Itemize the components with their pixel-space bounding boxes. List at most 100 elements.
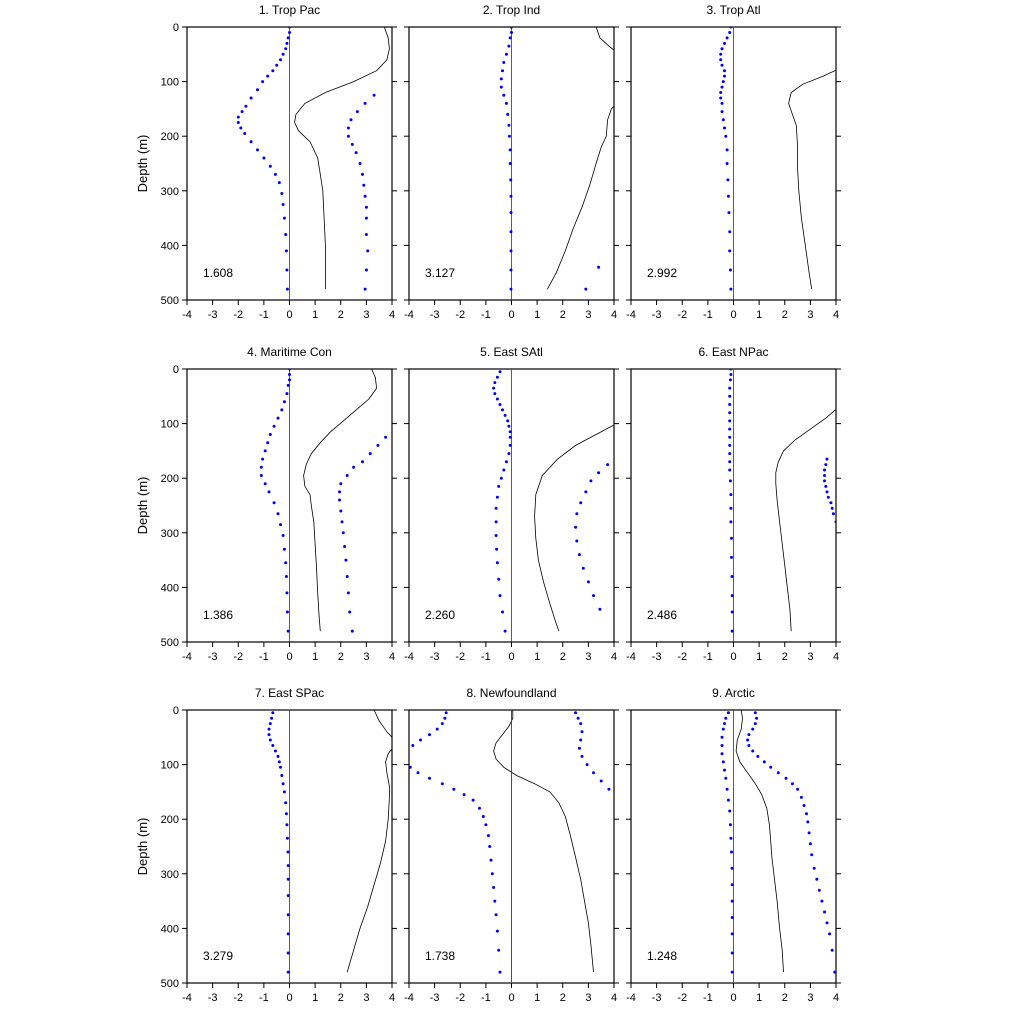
data-point bbox=[492, 886, 496, 889]
panel-stat-value: 3.279 bbox=[203, 949, 233, 963]
data-point bbox=[720, 744, 724, 747]
data-point bbox=[751, 727, 755, 731]
y-tick-label: 300 bbox=[161, 528, 179, 540]
data-point bbox=[340, 520, 344, 524]
chart-panel-8: -4 -3 -2 -1 0 1 2 3 4 8. Newfoundland 1.738 bbox=[404, 686, 619, 1004]
data-point bbox=[828, 932, 832, 936]
data-point bbox=[719, 58, 723, 62]
data-point bbox=[507, 123, 511, 127]
x-tick-label: 2 bbox=[338, 992, 344, 1004]
dotted-series-2 bbox=[259, 369, 291, 633]
data-point bbox=[509, 249, 513, 253]
data-point bbox=[724, 716, 728, 720]
data-point bbox=[574, 525, 578, 529]
data-point bbox=[509, 194, 513, 198]
data-point bbox=[510, 31, 513, 34]
y-tick-label: 400 bbox=[161, 923, 179, 935]
y-tick-label: 500 bbox=[161, 978, 179, 990]
data-point bbox=[725, 36, 729, 40]
data-point bbox=[575, 512, 579, 516]
data-point bbox=[346, 134, 350, 138]
x-tick-label: -2 bbox=[233, 309, 243, 321]
x-tick-label: -2 bbox=[677, 651, 687, 663]
data-point bbox=[825, 921, 829, 925]
data-point bbox=[494, 520, 498, 524]
data-point bbox=[268, 164, 272, 168]
data-point bbox=[271, 69, 275, 73]
data-point bbox=[286, 877, 290, 881]
data-point bbox=[288, 373, 291, 376]
dotted-series-2 bbox=[728, 369, 734, 633]
data-point bbox=[817, 888, 821, 892]
x-tick-label: -3 bbox=[652, 992, 662, 1004]
dotted-series-2 bbox=[492, 370, 512, 633]
panel-stat-value: 1.738 bbox=[425, 949, 455, 963]
data-point bbox=[355, 110, 359, 114]
data-point bbox=[598, 607, 602, 611]
x-tick-label: 2 bbox=[560, 651, 566, 663]
x-tick-label: 1 bbox=[534, 309, 540, 321]
data-point bbox=[499, 85, 503, 89]
data-point bbox=[266, 441, 270, 445]
profile-line bbox=[346, 748, 392, 973]
dotted-series-4 bbox=[574, 711, 614, 796]
data-point bbox=[720, 63, 724, 67]
x-tick-label: -2 bbox=[233, 651, 243, 663]
x-tick-label: 2 bbox=[782, 309, 788, 321]
data-point bbox=[508, 435, 512, 439]
data-point bbox=[726, 711, 730, 715]
data-point bbox=[790, 782, 794, 786]
data-point bbox=[243, 132, 247, 135]
data-point bbox=[719, 52, 723, 56]
data-point bbox=[829, 501, 833, 505]
data-point bbox=[597, 471, 601, 475]
panel-title: 8. Newfoundland bbox=[466, 686, 556, 700]
data-point bbox=[275, 63, 279, 67]
data-point bbox=[494, 913, 498, 917]
data-point bbox=[724, 776, 728, 780]
data-point bbox=[276, 754, 280, 758]
data-point bbox=[720, 735, 724, 739]
data-point bbox=[576, 716, 580, 720]
x-tick-label: -3 bbox=[652, 651, 662, 663]
data-point bbox=[286, 383, 290, 387]
data-point bbox=[581, 566, 585, 570]
data-point bbox=[286, 894, 290, 898]
data-point bbox=[823, 479, 826, 483]
data-point bbox=[281, 534, 285, 537]
data-point bbox=[606, 463, 610, 467]
data-point bbox=[409, 750, 410, 752]
dotted-series-3 bbox=[574, 463, 610, 611]
data-point bbox=[728, 249, 732, 253]
data-point bbox=[419, 738, 422, 742]
data-point bbox=[495, 397, 499, 401]
profile-line bbox=[595, 27, 614, 51]
x-tick-label: -1 bbox=[703, 992, 713, 1004]
x-tick-label: -3 bbox=[430, 309, 440, 321]
data-point bbox=[613, 793, 614, 796]
x-tick-label: -4 bbox=[182, 651, 192, 663]
data-point bbox=[492, 386, 496, 390]
data-point bbox=[579, 722, 583, 726]
data-point bbox=[350, 629, 354, 633]
data-point bbox=[444, 711, 448, 715]
panel-stat-value: 2.260 bbox=[425, 608, 455, 622]
data-point bbox=[831, 512, 835, 516]
data-point bbox=[729, 373, 733, 376]
x-tick-label: -2 bbox=[455, 651, 465, 663]
data-point bbox=[729, 836, 733, 840]
data-point bbox=[338, 490, 341, 494]
data-point bbox=[363, 101, 367, 105]
x-tick-label: 1 bbox=[756, 651, 762, 663]
data-point bbox=[830, 506, 834, 510]
x-tick-label: 3 bbox=[363, 992, 369, 1004]
data-point bbox=[236, 115, 240, 119]
data-point bbox=[728, 479, 732, 483]
data-point bbox=[362, 183, 366, 187]
y-axis-label: Depth (m) bbox=[135, 818, 150, 876]
chart-panel-7: -4 -3 -2 -1 0 1 2 3 4 0 100 200 300 400 500 7. East SPa… bbox=[135, 686, 397, 1004]
data-point bbox=[416, 771, 420, 775]
data-point bbox=[719, 96, 723, 100]
data-point bbox=[824, 484, 828, 488]
data-point bbox=[725, 148, 729, 152]
